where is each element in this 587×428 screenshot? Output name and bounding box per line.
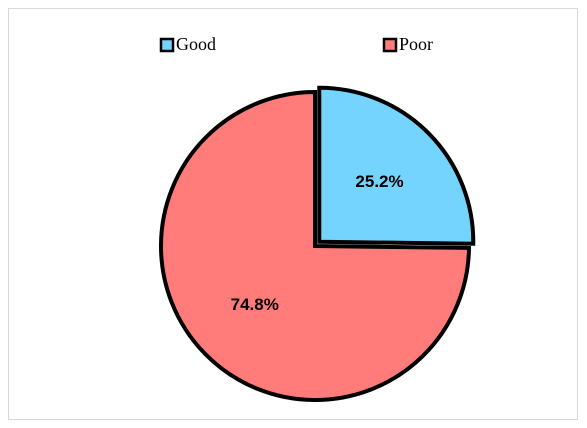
legend-label-good: Good (176, 34, 216, 54)
legend-item-good: Good (159, 34, 216, 54)
pie-slice-poor (159, 89, 472, 402)
legend-label-poor: Poor (399, 34, 433, 54)
pie-slices (159, 85, 476, 402)
data-label-poor: 74.8% (231, 295, 279, 314)
chart-area: Good Poor 25.2% 74.8% (8, 8, 578, 420)
legend-swatch-good (159, 37, 175, 53)
data-label-good: 25.2% (355, 172, 403, 191)
legend: Good Poor (159, 34, 433, 54)
slice-labels: 25.2% 74.8% (231, 172, 404, 314)
pie-slice-good (317, 85, 476, 246)
legend-swatch-poor (382, 37, 398, 53)
pie-chart: Good Poor 25.2% 74.8% (159, 34, 476, 402)
legend-item-poor: Poor (382, 34, 433, 54)
